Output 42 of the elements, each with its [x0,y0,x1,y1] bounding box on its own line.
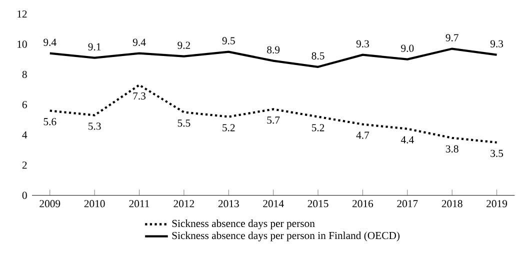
data-label: 5.7 [267,116,280,124]
x-tick-label: 2016 [352,200,374,208]
data-label: 8.5 [312,52,324,60]
data-label: 9.2 [178,42,190,49]
x-tick-label: 2012 [174,200,194,208]
data-label: 3.5 [490,150,504,158]
x-tick-label: 2018 [442,200,462,208]
data-label: 9.4 [132,38,146,46]
data-label: 9.3 [490,40,504,48]
data-label: 9.4 [44,38,56,46]
x-tick-label: 2009 [40,200,60,208]
data-label: 5.2 [222,124,235,132]
data-label: 4.7 [356,132,370,139]
x-tick-label: 2010 [84,200,105,208]
y-tick-label: 4 [22,131,28,138]
data-label: 5.5 [178,120,190,127]
legend-label: Sickness absence days per person in Finland (OECD) [172,232,400,242]
data-label: 3.8 [446,145,458,153]
data-label: 9.0 [401,44,414,52]
data-label: 4.4 [400,136,414,144]
x-tick-label: 2011 [129,200,150,208]
y-tick-label: 0 [22,192,27,199]
data-label: 5.3 [88,122,101,130]
y-tick-label: 8 [22,70,27,78]
x-tick-label: 2017 [397,200,418,208]
data-label: 7.3 [133,92,146,100]
legend-label: Sickness absence days per person [172,220,315,230]
x-tick-label: 2014 [263,200,284,208]
data-label: 9.1 [88,43,101,50]
y-tick-label: 12 [18,10,27,18]
data-label: 8.9 [267,46,280,54]
data-label: 5.2 [312,124,324,132]
data-label: 5.6 [44,118,56,126]
x-tick-label: 2015 [308,200,328,208]
y-tick-label: 2 [22,162,27,169]
x-tick-label: 2019 [486,200,508,208]
data-label: 9.3 [356,40,369,48]
x-tick-label: 2013 [218,200,239,208]
data-label: 9.5 [222,37,235,44]
y-tick-label: 6 [22,101,27,108]
data-label: 9.7 [446,34,458,42]
y-tick-label: 10 [18,40,27,48]
